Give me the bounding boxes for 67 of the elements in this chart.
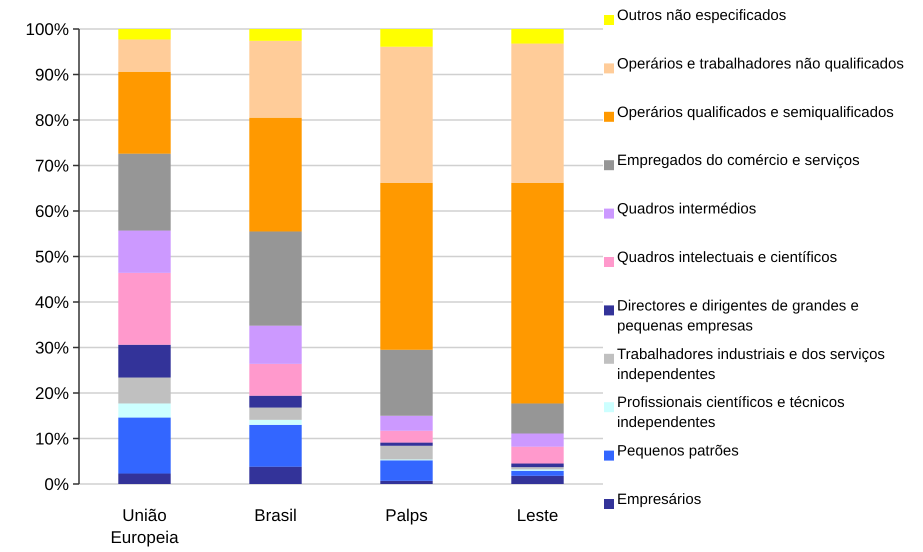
bar	[511, 44, 564, 183]
bar	[118, 418, 171, 474]
bar	[511, 470, 564, 476]
bar	[249, 29, 302, 41]
y-tick-label: 20%	[34, 384, 69, 403]
bar	[249, 364, 302, 396]
y-tick-label: 80%	[34, 110, 69, 130]
legend-label: Pequenos patrões	[617, 442, 739, 460]
legend-label: Outros não especificados	[617, 7, 786, 24]
bar	[249, 231, 302, 326]
bar	[249, 466, 302, 484]
y-tick-label: 90%	[34, 65, 69, 84]
x-tick-label: Palps	[385, 506, 428, 525]
bar	[380, 480, 433, 484]
bar	[380, 416, 433, 431]
legend-label: Trabalhadores industriais e dos serviços independentes	[617, 346, 885, 383]
bar	[249, 408, 302, 420]
legend-label: Operários e trabalhadores não qualificados	[617, 55, 904, 72]
bar	[118, 474, 171, 484]
legend-label: Profissionais científicos e técnicos independentes	[617, 394, 845, 432]
bar	[118, 403, 171, 418]
bar	[249, 118, 302, 232]
x-tick-label: Leste	[516, 506, 558, 525]
bar	[118, 72, 171, 154]
bar	[380, 446, 433, 460]
y-tick-label: 10%	[34, 429, 69, 448]
legend-label: Quadros intelectuais e científicos	[617, 249, 838, 266]
bar	[380, 46, 433, 183]
y-tick-label: 50%	[34, 247, 69, 266]
bar	[511, 433, 564, 447]
bar	[511, 464, 564, 468]
y-tick-label: 40%	[34, 292, 69, 312]
bar	[118, 154, 171, 231]
y-tick-label: 0%	[44, 474, 69, 494]
x-tick-label: União Europeia	[110, 506, 180, 547]
legend-label: Directores e dirigentes de grandes e pequenas empresas	[617, 297, 859, 334]
legend-label: Quadros intermédios	[617, 200, 756, 218]
bar	[118, 378, 171, 404]
bar	[118, 230, 171, 273]
bar	[511, 182, 564, 404]
bar	[380, 430, 433, 443]
bar	[380, 182, 433, 350]
bar	[118, 344, 171, 378]
bar	[118, 39, 171, 72]
bar	[380, 460, 433, 481]
bar	[511, 403, 564, 434]
x-tick-label: Brasil	[254, 506, 297, 525]
legend-label: Empresários	[617, 491, 702, 508]
bar	[380, 442, 433, 446]
bar	[249, 40, 302, 118]
bar	[380, 350, 433, 416]
bar	[511, 29, 564, 44]
y-tick-label: 30%	[34, 338, 69, 358]
bar	[118, 29, 171, 40]
bar	[380, 29, 433, 47]
legend-label: Empregados do comércio e serviços	[617, 152, 860, 170]
bar	[249, 396, 302, 408]
bar	[118, 272, 171, 345]
bar	[249, 420, 302, 425]
y-tick-label: 70%	[34, 156, 69, 176]
bar	[249, 326, 302, 364]
bar	[511, 476, 564, 484]
legend-label: Operários qualificados e semiqualificados	[617, 104, 894, 121]
bar	[511, 446, 564, 464]
y-tick-label: 60%	[34, 202, 69, 221]
bar	[249, 424, 302, 467]
y-tick-label: 100%	[26, 20, 69, 39]
